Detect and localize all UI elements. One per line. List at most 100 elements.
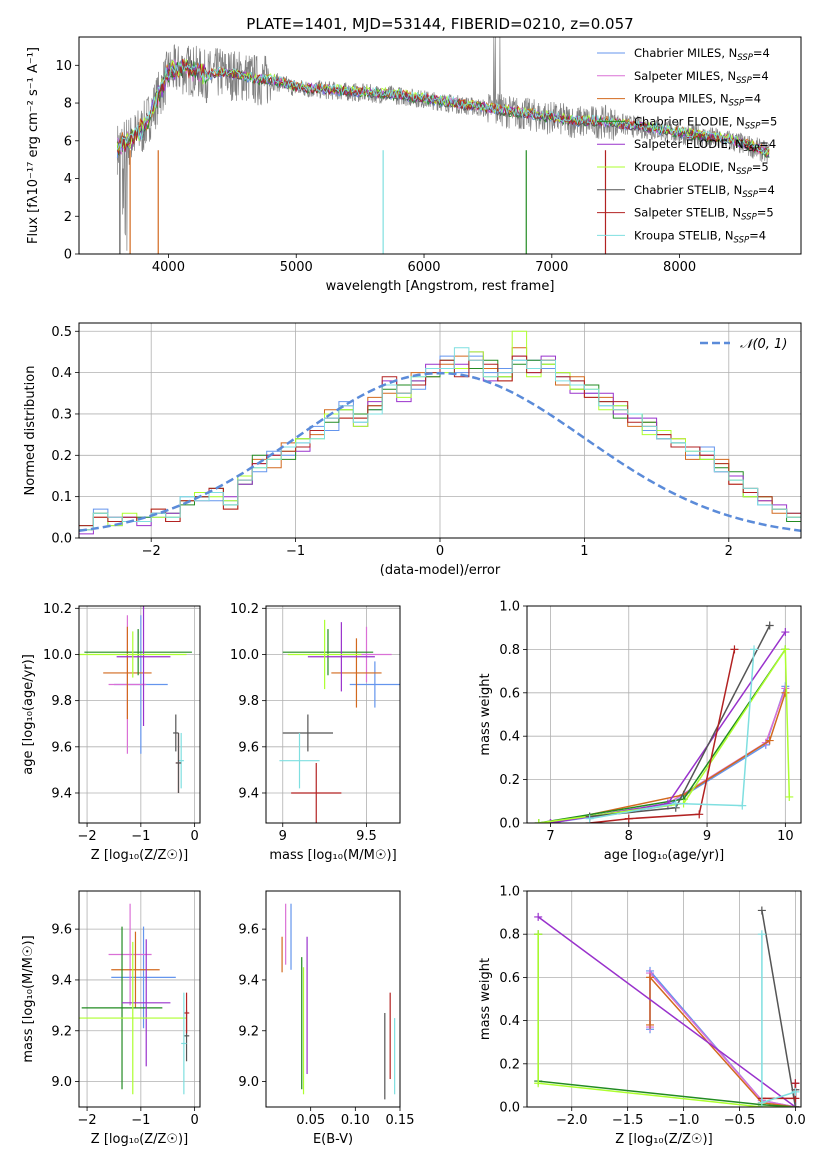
age-vs-Z-panel: −2 −1 0 9.4 9.6 9.8 10.0 10.2 Z [log₁₀(Z/Z☉)] age…	[21, 602, 201, 863]
x-tick-label: 8	[625, 829, 633, 844]
legend-label: Salpeter STELIB, NSSP=5	[634, 206, 774, 223]
weight-marker	[757, 930, 766, 939]
weight-marker	[765, 621, 774, 630]
y-tick-label: 10.0	[230, 648, 259, 663]
y-tick-label: 0.4	[51, 366, 72, 381]
y-tick-label: 10.2	[230, 602, 259, 617]
axes-frame	[78, 890, 201, 1108]
figure-title: PLATE=1401, MJD=53144, FIBERID=0210, z=0…	[246, 15, 633, 33]
weight-marker	[534, 1079, 543, 1088]
weight-line	[537, 934, 796, 1107]
x-axis-label: mass [log₁₀(M/M☉)]	[269, 848, 396, 863]
legend-label: Chabrier ELODIE, NSSP=5	[634, 114, 777, 131]
errorbars	[79, 903, 190, 1095]
y-tick-label: 9.6	[51, 740, 72, 755]
y-tick-label: 4	[64, 172, 72, 187]
x-tick-label: 0.10	[341, 1113, 370, 1128]
y-tick-label: 0.8	[499, 643, 520, 658]
x-tick-label: 0.05	[296, 1113, 325, 1128]
weight-vs-Z-panel: −2.0 −1.5 −1.0 −0.5 0.0 0.0 0.2 0.4 0.6 0.8 1.0 Z […	[478, 885, 806, 1148]
x-tick-label: −2	[77, 829, 96, 844]
y-tick-label: 0.0	[499, 817, 520, 832]
y-tick-label: 2	[64, 210, 72, 225]
y-tick-label: 8	[64, 97, 72, 112]
histogram-step-line	[79, 347, 801, 531]
spectrum-lines	[116, 37, 770, 254]
weight-marker	[730, 645, 739, 654]
y-tick-label: 10.0	[43, 648, 72, 663]
y-tick-label: 0.0	[51, 532, 72, 547]
weight-line	[589, 649, 736, 823]
x-axis-label: Z [log₁₀(Z/Z☉)]	[615, 1132, 712, 1147]
y-tick-label: 0.2	[499, 1057, 520, 1072]
weight-lines	[534, 621, 794, 823]
weight-line	[649, 968, 796, 1107]
weight-marker	[534, 912, 543, 921]
weight-line	[550, 692, 787, 823]
y-tick-label: 0.4	[499, 730, 520, 745]
y-tick-label: 0.2	[51, 449, 72, 464]
x-tick-label: 9	[279, 829, 287, 844]
axes-frame	[526, 890, 802, 1108]
y-tick-label: 9.8	[51, 694, 72, 709]
y-tick-label: 1.0	[499, 600, 520, 615]
x-tick-label: 1	[580, 544, 588, 559]
weight-lines	[534, 906, 800, 1107]
x-tick-label: 0	[190, 1113, 198, 1128]
y-tick-label: 0.6	[499, 971, 520, 986]
y-tick-label: 9.4	[51, 786, 72, 801]
weight-marker	[757, 1098, 766, 1107]
weight-marker	[646, 973, 655, 982]
y-tick-label: 10.2	[43, 602, 72, 617]
y-tick-label: 0.1	[51, 490, 72, 505]
y-axis-label: mass [log₁₀(M/M☉)]	[21, 935, 36, 1062]
y-tick-label: 0.4	[499, 1014, 520, 1029]
x-tick-label: −0.5	[724, 1113, 756, 1128]
weight-marker	[534, 819, 543, 823]
weight-vs-age-panel: 7 8 9 10 0.0 0.2 0.4 0.6 0.8 1.0 age [log₁₀(age/yr…	[478, 600, 802, 863]
x-axis-label: Z [log₁₀(Z/Z☉)]	[91, 1132, 188, 1147]
weight-marker	[791, 1087, 800, 1096]
weight-marker	[695, 810, 704, 819]
axes-frame	[265, 890, 401, 1108]
y-tick-label: 1.0	[499, 885, 520, 900]
weight-marker	[534, 930, 543, 939]
x-tick-label: 0	[436, 544, 444, 559]
weight-line	[589, 649, 755, 820]
y-tick-label: 10	[55, 59, 72, 74]
age-vs-mass-panel: 9 9.5 9.4 9.6 9.8 10.0 10.2 mass [log₁₀(M/M☉)]	[230, 602, 401, 863]
y-axis-label: Normed distribution	[23, 366, 38, 496]
x-axis-label: (data-model)/error	[380, 563, 501, 578]
x-tick-label: 6000	[407, 260, 440, 275]
x-tick-label: 0.0	[785, 1113, 806, 1128]
weight-marker	[791, 1103, 800, 1107]
y-tick-label: 0.6	[499, 686, 520, 701]
legend-label: 𝒩(0, 1)	[740, 337, 787, 352]
y-tick-label: 9.4	[238, 973, 259, 988]
y-tick-label: 9.0	[238, 1075, 259, 1090]
errorbars	[79, 606, 192, 793]
x-axis-label: Z [log₁₀(Z/Z☉)]	[91, 848, 188, 863]
histogram-steps	[79, 330, 801, 535]
x-tick-label: −1	[286, 544, 305, 559]
residuals-panel: −2 −1 0 1 2 0.0 0.1 0.2 0.3 0.4 0.5 (data-model)/er…	[23, 322, 802, 578]
weight-line	[649, 971, 796, 1107]
y-tick-label: 0	[64, 248, 72, 263]
weight-marker	[646, 1020, 655, 1029]
weight-marker	[757, 906, 766, 915]
x-tick-label: −2.0	[556, 1113, 588, 1128]
weight-marker	[791, 1079, 800, 1088]
model-spectrum-line	[116, 62, 770, 156]
legend-label: Kroupa ELODIE, NSSP=5	[634, 160, 769, 177]
x-tick-label: −1.5	[612, 1113, 644, 1128]
weight-marker	[781, 688, 790, 697]
mass-vs-ebv-panel: 0.05 0.10 0.15 9.0 9.2 9.4 9.6 E(B-V)	[238, 890, 414, 1147]
y-axis-label: mass weight	[478, 958, 493, 1040]
errorbars	[279, 619, 400, 823]
weight-line	[550, 631, 786, 823]
axes-frame	[78, 605, 201, 824]
model-spectrum-line	[116, 60, 770, 158]
x-axis-label: age [log₁₀(age/yr)]	[604, 848, 725, 863]
weight-marker	[765, 736, 774, 745]
